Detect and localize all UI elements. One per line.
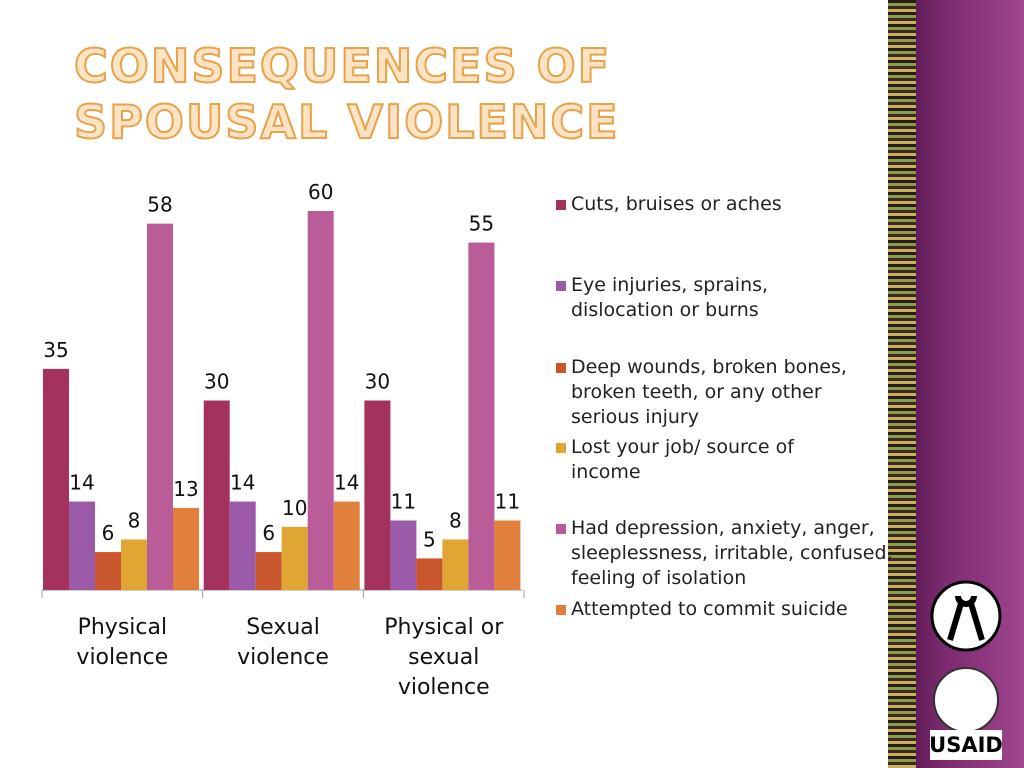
category-label: Sexual violence	[237, 615, 329, 670]
bar	[281, 526, 308, 590]
category-label: Physical or sexual violence	[384, 615, 504, 700]
usaid-seal	[933, 667, 999, 733]
data-label: 35	[43, 338, 68, 362]
legend-label: Lost your job/ source of income	[571, 436, 794, 483]
bar	[203, 400, 230, 590]
legend-swatch	[556, 524, 566, 534]
bar	[255, 552, 282, 590]
legend-swatch	[556, 281, 566, 291]
data-label: 11	[391, 490, 416, 514]
data-label: 14	[230, 471, 255, 495]
bar	[494, 520, 521, 590]
bar	[442, 539, 469, 590]
data-label: 13	[173, 477, 198, 501]
legend-label: Cuts, bruises or aches	[571, 193, 782, 215]
legend-swatch	[556, 200, 566, 210]
bar	[43, 368, 69, 590]
logo-circle	[930, 580, 1002, 652]
bar	[173, 507, 199, 590]
data-label: 8	[449, 508, 462, 532]
legend-label: Deep wounds, broken bones, broken teeth,…	[571, 356, 847, 428]
logo-icon	[947, 595, 985, 641]
data-label: 60	[308, 180, 333, 204]
data-label: 14	[69, 471, 94, 495]
slide-title: CONSEQUENCES OF SPOUSAL VIOLENCE	[73, 38, 620, 150]
bar	[307, 211, 334, 590]
bar	[364, 400, 391, 590]
data-label: 8	[128, 508, 141, 532]
usaid-text: USAID	[929, 733, 1003, 757]
data-label: 11	[495, 490, 520, 514]
legend-swatch	[556, 363, 566, 373]
legend-label: Attempted to commit suicide	[571, 598, 848, 620]
data-label: 30	[365, 370, 390, 394]
legend-label: Eye injuries, sprains, dislocation or bu…	[571, 274, 769, 321]
bar	[390, 520, 417, 590]
legend-swatch	[556, 443, 566, 453]
category-label: Physical violence	[76, 615, 169, 670]
data-label: 55	[469, 212, 494, 236]
bar	[95, 552, 121, 590]
legend-label: Had depression, anxiety, anger, sleeples…	[571, 517, 893, 589]
bar	[69, 501, 95, 590]
legend-swatch	[556, 605, 566, 615]
data-label: 30	[204, 370, 229, 394]
bar	[333, 501, 360, 590]
bar	[121, 539, 147, 590]
bar	[416, 558, 443, 590]
bar	[229, 501, 256, 590]
data-label: 6	[102, 521, 115, 545]
bar	[468, 242, 495, 591]
data-label: 14	[334, 471, 359, 495]
data-label: 58	[147, 193, 172, 217]
data-label: 5	[423, 527, 436, 551]
data-label: 10	[282, 496, 307, 520]
pattern-stripe	[888, 0, 916, 768]
usaid-box	[930, 730, 1002, 760]
bar	[147, 223, 173, 590]
data-label: 6	[262, 521, 275, 545]
